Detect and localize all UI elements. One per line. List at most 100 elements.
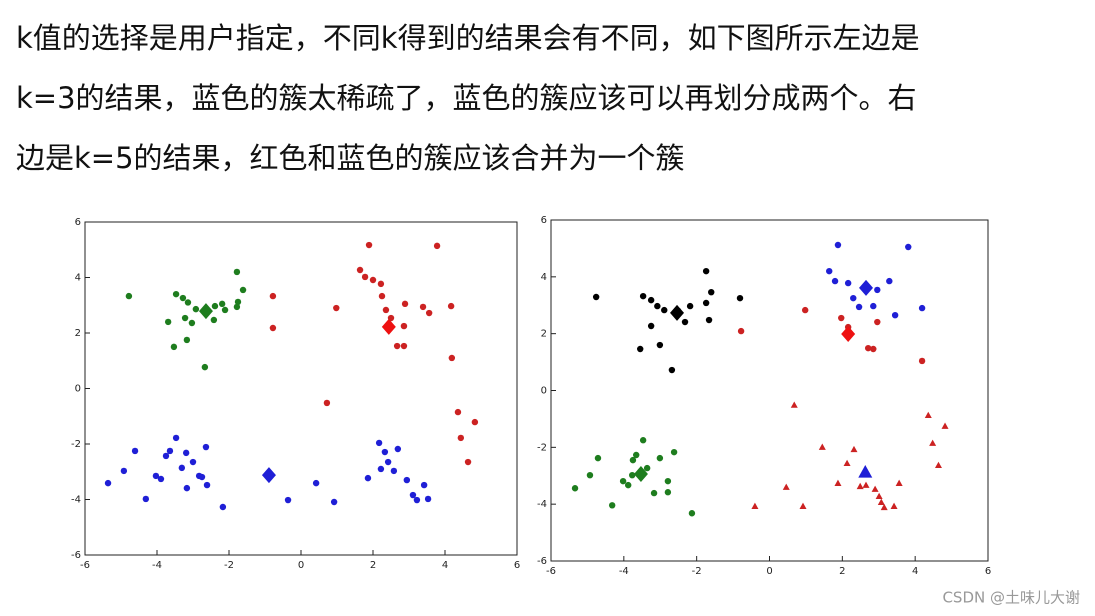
plot-frame — [550, 219, 989, 562]
point — [877, 498, 885, 505]
y-tick-label: 2 — [541, 329, 547, 340]
point — [183, 336, 191, 344]
x-tick-label: -4 — [619, 566, 629, 577]
point — [201, 363, 209, 371]
text-line: k值的选择是用户指定，不同k得到的结果会有不同，如下图所示左边是 — [16, 21, 920, 55]
y-tick-label: -2 — [71, 439, 81, 450]
point — [377, 465, 385, 473]
y-tick-label: -6 — [537, 556, 547, 567]
point — [751, 502, 759, 509]
point — [323, 399, 331, 407]
centroid — [381, 318, 396, 335]
point — [850, 445, 858, 453]
point — [384, 458, 392, 466]
point — [330, 498, 338, 506]
point — [192, 305, 200, 313]
point — [790, 401, 798, 408]
point — [650, 489, 658, 497]
y-tick-label: 0 — [541, 386, 547, 397]
point — [382, 306, 390, 314]
x-tick-label: 4 — [442, 560, 448, 571]
centroid — [198, 303, 213, 320]
point — [826, 267, 833, 275]
point — [629, 471, 636, 479]
point — [856, 482, 864, 490]
centroid — [859, 279, 874, 296]
point — [377, 280, 385, 288]
point — [799, 502, 807, 509]
x-tick-label: 4 — [912, 566, 918, 577]
point — [333, 304, 340, 312]
point — [664, 489, 672, 496]
point — [782, 483, 790, 490]
point — [708, 288, 715, 296]
point — [818, 443, 826, 450]
point — [413, 496, 421, 504]
point — [681, 318, 689, 326]
point — [941, 422, 949, 429]
x-tick-label: -2 — [692, 566, 702, 577]
point — [637, 345, 644, 353]
point — [934, 461, 942, 469]
y-tick-label: 4 — [75, 273, 81, 284]
point — [670, 448, 678, 456]
point — [471, 418, 479, 426]
point — [152, 472, 160, 480]
x-tick-label: -2 — [224, 560, 234, 571]
point — [895, 479, 903, 486]
point — [834, 241, 842, 249]
point — [664, 477, 672, 485]
x-tick-label: -4 — [152, 560, 162, 571]
centroid — [841, 325, 856, 342]
point — [592, 293, 600, 301]
point — [269, 292, 277, 300]
point — [375, 439, 383, 447]
point — [457, 434, 465, 442]
point — [203, 481, 211, 489]
point — [886, 277, 893, 285]
point — [393, 342, 401, 350]
point — [594, 454, 602, 462]
point — [661, 306, 668, 314]
y-tick-label: -6 — [71, 550, 81, 561]
point — [188, 319, 196, 327]
point — [736, 294, 744, 302]
y-tick-label: 6 — [75, 217, 81, 228]
point — [400, 322, 408, 330]
point — [381, 448, 389, 456]
y-tick-label: -4 — [71, 495, 81, 506]
point — [875, 492, 883, 500]
centroid — [858, 465, 873, 478]
point — [891, 311, 899, 319]
text-line: k=3的结果，蓝色的簇太稀疏了，蓝色的簇应该可以再划分成两个。右 — [16, 81, 917, 115]
point — [365, 241, 373, 249]
point — [702, 299, 710, 307]
centroid — [670, 304, 685, 321]
point — [400, 342, 408, 350]
point — [164, 318, 172, 326]
point — [401, 300, 409, 308]
point — [639, 437, 647, 444]
point — [425, 309, 433, 317]
point — [378, 292, 386, 300]
point — [269, 324, 277, 332]
point — [369, 276, 377, 284]
point — [705, 316, 713, 324]
point — [686, 302, 694, 310]
point — [654, 302, 661, 310]
point — [179, 294, 187, 302]
point — [737, 327, 745, 335]
point — [924, 411, 932, 419]
x-tick-label: 2 — [370, 560, 376, 571]
point — [233, 268, 241, 276]
watermark: CSDN @土味儿大谢 — [942, 589, 1080, 607]
y-tick-label: 4 — [541, 272, 547, 283]
plot-frame — [84, 221, 518, 556]
y-tick-label: -2 — [537, 442, 547, 453]
point — [390, 467, 398, 475]
point — [142, 495, 150, 503]
point — [361, 273, 369, 281]
point — [929, 439, 937, 446]
